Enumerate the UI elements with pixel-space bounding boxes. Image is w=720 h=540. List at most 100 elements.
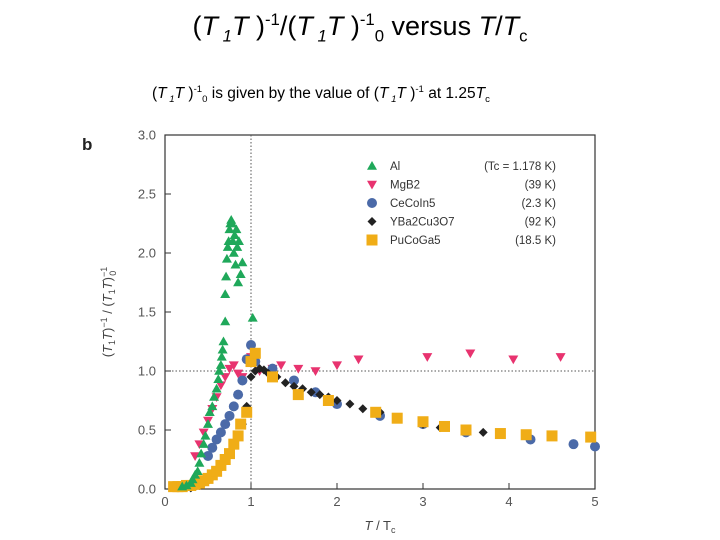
data-point (235, 269, 246, 278)
legend-marker (367, 180, 377, 190)
y-tick-label: 3.0 (138, 128, 156, 143)
data-point (181, 480, 192, 490)
data-point (237, 257, 248, 267)
data-point (247, 312, 258, 322)
data-point (585, 431, 597, 443)
legend-tc: (18.5 K) (515, 235, 556, 247)
x-tick-label: 0 (161, 494, 168, 509)
data-point (196, 448, 207, 458)
data-point (228, 438, 240, 450)
reference-lines (165, 135, 595, 489)
data-point (310, 367, 321, 376)
data-point (224, 364, 235, 374)
data-point (224, 448, 235, 460)
data-point (200, 430, 211, 440)
data-point (231, 224, 242, 234)
data-point (422, 353, 433, 362)
data-point (246, 372, 256, 382)
data-point (246, 340, 256, 351)
data-point (460, 424, 472, 436)
data-point (235, 418, 247, 430)
data-point (508, 355, 519, 365)
data-points (168, 214, 600, 493)
data-point (555, 353, 566, 362)
data-point (241, 406, 253, 418)
data-point (249, 347, 261, 359)
data-point (222, 242, 233, 251)
y-tick-label: 2.0 (138, 246, 156, 261)
data-point (192, 466, 203, 476)
legend-label: PuCoGa5 (390, 235, 441, 247)
data-point (228, 401, 239, 412)
data-point (233, 236, 244, 245)
legend: Al (Tc = 1.178 K) MgB2 (39 K) CeCoIn5 (2.3 K)… (366, 161, 556, 247)
legend-marker (367, 161, 377, 170)
data-point (220, 419, 231, 430)
data-point (215, 459, 227, 471)
data-point (276, 361, 287, 371)
legend-label: CeCoIn5 (390, 198, 435, 210)
panel-label: b (82, 135, 92, 154)
data-point (204, 407, 215, 417)
data-point (211, 383, 222, 393)
data-point (237, 375, 248, 386)
x-tick-label: 1 (247, 494, 254, 509)
slide-title: (T 1T )-1/(T 1T )-10 versus T/Tc (192, 10, 528, 46)
data-point (494, 428, 506, 440)
data-point (209, 391, 220, 401)
data-point (214, 366, 225, 375)
data-point (370, 406, 382, 418)
data-point (227, 218, 238, 228)
data-point (306, 387, 316, 397)
data-point (203, 450, 213, 461)
data-point (213, 374, 224, 384)
legend-label: YBa2Cu3O7 (390, 217, 455, 229)
series-cecoin5 (203, 340, 600, 461)
legend-label: Al (390, 161, 400, 173)
legend-tc: (92 K) (525, 217, 556, 229)
legend-tc: (Tc = 1.178 K) (484, 161, 556, 173)
data-point (568, 439, 579, 450)
data-point (221, 253, 232, 263)
data-point (187, 474, 198, 484)
data-point (221, 271, 232, 281)
data-point (267, 371, 278, 383)
data-point (219, 454, 231, 465)
data-point (465, 349, 476, 359)
y-tick-label: 0.0 (138, 482, 156, 497)
data-point (220, 373, 231, 382)
data-point (332, 396, 342, 405)
data-point (215, 360, 226, 369)
data-point (220, 316, 231, 326)
data-point (230, 259, 241, 269)
data-point (232, 242, 243, 251)
data-point (289, 375, 299, 386)
data-point (211, 465, 223, 477)
data-point (217, 344, 228, 354)
data-point (190, 452, 201, 461)
data-point (590, 441, 600, 452)
data-point (478, 427, 488, 437)
y-tick-label: 1.5 (138, 305, 156, 320)
data-point (232, 430, 244, 442)
data-point (207, 401, 218, 411)
slide-subtitle: (T 1T )-10 is given by the value of (T 1… (152, 83, 490, 106)
data-point (245, 356, 257, 368)
y-tick-label: 2.5 (138, 187, 156, 202)
legend-marker (366, 234, 378, 246)
axis-ticks: 0 1 2 3 4 5 0.0 0.5 1.0 1.5 2.0 2.5 3.0 (138, 128, 599, 510)
legend-marker (367, 217, 377, 226)
data-point (207, 442, 218, 453)
data-point (216, 351, 227, 361)
legend-label: MgB2 (390, 180, 420, 192)
x-tick-label: 2 (333, 494, 340, 509)
legend-marker (367, 198, 377, 208)
data-point (280, 378, 290, 388)
data-point (345, 399, 355, 409)
data-point (224, 224, 235, 234)
data-point (322, 395, 334, 406)
x-tick-label: 3 (419, 494, 426, 509)
data-point (439, 420, 450, 432)
data-point (293, 364, 304, 374)
